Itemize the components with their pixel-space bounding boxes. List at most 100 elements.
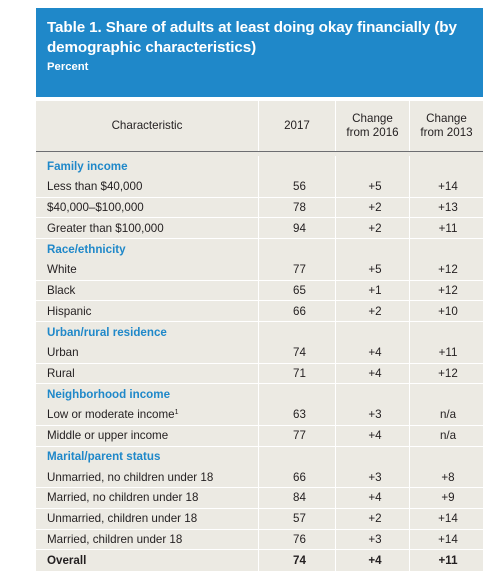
section-header-row: Race/ethnicity xyxy=(36,239,483,260)
table-row: Middle or upper income 77 +4 n/a xyxy=(36,426,483,447)
value-2017: 63 xyxy=(293,408,306,422)
value-change-2016: +5 xyxy=(368,180,382,194)
row-label-text: Less than $40,000 xyxy=(47,180,143,194)
header-change-2013-line1: Change xyxy=(426,112,467,125)
value-2017: 77 xyxy=(293,429,306,443)
header-change-2013-line2: from 2013 xyxy=(420,126,473,139)
row-label: Hispanic xyxy=(36,305,258,318)
value-change-2013: n/a xyxy=(439,408,457,422)
row-label: Married, children under 18 xyxy=(36,533,258,546)
value-2017: 78 xyxy=(293,200,306,214)
footnote-marker: 1 xyxy=(174,409,179,417)
table-row: Married, no children under 18 84 +4 +9 xyxy=(36,488,483,509)
row-label-text: Black xyxy=(47,283,76,297)
row-label: Middle or upper income xyxy=(36,429,258,442)
row-label-text: Married, children under 18 xyxy=(47,532,183,546)
table-row: Unmarried, no children under 18 66 +3 +8 xyxy=(36,467,483,488)
row-label-text: Middle or upper income xyxy=(47,429,169,443)
value-change-2013: +14 xyxy=(438,180,458,194)
table-container: Table 1. Share of adults at least doing … xyxy=(36,8,483,582)
value-2017: 77 xyxy=(293,263,306,277)
value-change-2013: n/a xyxy=(439,429,457,443)
row-label: $40,000–$100,000 xyxy=(36,201,258,214)
value-change-2016: +2 xyxy=(368,512,382,526)
row-label-text: Low or moderate income xyxy=(47,408,175,422)
value-change-2016: +3 xyxy=(368,532,382,546)
value-change-2013: +12 xyxy=(438,366,458,380)
section-title: Marital/parent status xyxy=(47,450,161,464)
row-label-text: Urban xyxy=(47,346,79,360)
value-change-2013: +12 xyxy=(438,283,458,297)
value-change-2016: +2 xyxy=(368,221,382,235)
table-row: Hispanic 66 +2 +10 xyxy=(36,301,483,322)
row-label: Urban xyxy=(36,346,258,359)
row-label-text: Rural xyxy=(47,366,75,380)
row-label: Low or moderate income1 xyxy=(36,408,258,421)
table-row: Rural 71 +4 +12 xyxy=(36,364,483,385)
header-2017: 2017 xyxy=(258,101,335,151)
overall-row: Overall 74 +4 +11 xyxy=(36,550,483,571)
value-change-2016: +1 xyxy=(368,283,382,297)
value-change-2016: +4 xyxy=(368,491,382,505)
row-label-text: White xyxy=(47,263,77,277)
header-change-2016-line2: from 2016 xyxy=(346,126,399,139)
section-title: Family income xyxy=(47,159,128,173)
value-2017: 84 xyxy=(293,491,306,505)
table-row: Urban 74 +4 +11 xyxy=(36,343,483,364)
row-label: White xyxy=(36,263,258,276)
row-label-text: Greater than $100,000 xyxy=(47,221,164,235)
row-label: Greater than $100,000 xyxy=(36,222,258,235)
value-change-2016: +5 xyxy=(368,263,382,277)
value-change-2013: +12 xyxy=(438,263,458,277)
table-row: Black 65 +1 +12 xyxy=(36,281,483,302)
value-2017: 66 xyxy=(293,304,306,318)
value-2017: 57 xyxy=(293,512,306,526)
value-change-2016: +4 xyxy=(368,366,382,380)
section-title: Race/ethnicity xyxy=(47,242,126,256)
table-row: $40,000–$100,000 78 +2 +13 xyxy=(36,198,483,219)
table-unit: Percent xyxy=(47,61,89,73)
value-change-2013: +14 xyxy=(438,532,458,546)
overall-label: Overall xyxy=(47,554,87,568)
table-body: Family income Less than $40,000 56 +5 +14 $40… xyxy=(36,152,483,571)
section-header-row: Marital/parent status xyxy=(36,447,483,468)
value-change-2016: +4 xyxy=(368,429,382,443)
row-label: Rural xyxy=(36,367,258,380)
value-2017: 94 xyxy=(293,221,306,235)
value-change-2013: +9 xyxy=(441,491,455,505)
value-change-2013: +11 xyxy=(438,221,458,235)
row-label-text: $40,000–$100,000 xyxy=(47,200,144,214)
column-header-row: Characteristic 2017 Change from 2016 Cha… xyxy=(36,97,483,152)
section-header-row: Neighborhood income xyxy=(36,384,483,405)
row-label: Unmarried, no children under 18 xyxy=(36,471,258,484)
row-label-text: Unmarried, no children under 18 xyxy=(47,470,214,484)
table-row: White 77 +5 +12 xyxy=(36,260,483,281)
overall-2017: 74 xyxy=(293,554,306,568)
row-label-text: Hispanic xyxy=(47,304,92,318)
row-label: Less than $40,000 xyxy=(36,180,258,193)
value-change-2016: +2 xyxy=(368,304,382,318)
section-title: Urban/rural residence xyxy=(47,325,167,339)
section-title: Neighborhood income xyxy=(47,388,171,402)
value-change-2013: +11 xyxy=(438,346,458,360)
value-change-2016: +3 xyxy=(368,408,382,422)
row-label: Married, no children under 18 xyxy=(36,491,258,504)
header-change-2016: Change from 2016 xyxy=(335,101,409,151)
row-label-text: Unmarried, children under 18 xyxy=(47,512,198,526)
value-2017: 56 xyxy=(293,180,306,194)
section-header-row: Family income xyxy=(36,156,483,177)
header-change-2016-line1: Change xyxy=(352,112,393,125)
value-2017: 76 xyxy=(293,532,306,546)
row-label: Black xyxy=(36,284,258,297)
value-change-2016: +3 xyxy=(368,470,382,484)
value-2017: 66 xyxy=(293,470,306,484)
row-label: Unmarried, children under 18 xyxy=(36,512,258,525)
value-2017: 74 xyxy=(293,346,306,360)
table-row: Greater than $100,000 94 +2 +11 xyxy=(36,218,483,239)
table-title: Table 1. Share of adults at least doing … xyxy=(47,19,457,56)
table-header-banner: Table 1. Share of adults at least doing … xyxy=(36,8,483,97)
value-change-2013: +8 xyxy=(441,470,455,484)
table-row: Unmarried, children under 18 57 +2 +14 xyxy=(36,509,483,530)
value-change-2013: +14 xyxy=(438,512,458,526)
value-2017: 65 xyxy=(293,283,306,297)
